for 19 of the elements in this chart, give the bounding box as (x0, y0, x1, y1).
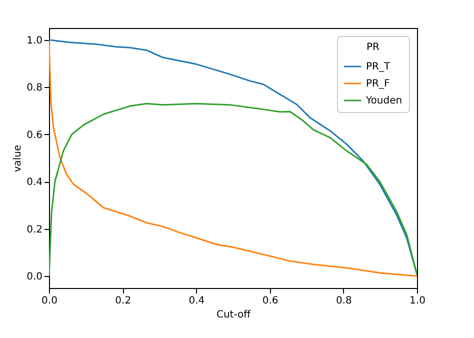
y-tick-label: 0.2 (26, 224, 42, 236)
legend-label: PR_F (366, 78, 390, 90)
x-axis-title: Cut-off (216, 310, 252, 320)
x-tick-label: 1.0 (410, 296, 426, 306)
y-tick-label: 0.0 (26, 272, 42, 283)
x-tick-label: 0.6 (262, 296, 278, 306)
line-series (49, 102, 417, 277)
legend-label: PR_T (366, 62, 391, 72)
x-tick-label: 0.2 (115, 296, 132, 306)
y-tick-label: 0.6 (26, 130, 42, 141)
legend-title: PR (366, 42, 380, 53)
y-tick-label: 0.8 (26, 82, 42, 94)
y-tick-label: 0.4 (26, 177, 42, 188)
legend-label: Youden (365, 96, 402, 106)
x-tick-label: 0.0 (42, 296, 58, 306)
x-tick-label: 0.4 (188, 296, 205, 306)
y-axis-title: value (12, 144, 24, 172)
y-tick-label: 1.0 (26, 35, 42, 46)
x-tick-label: 0.8 (336, 296, 352, 306)
